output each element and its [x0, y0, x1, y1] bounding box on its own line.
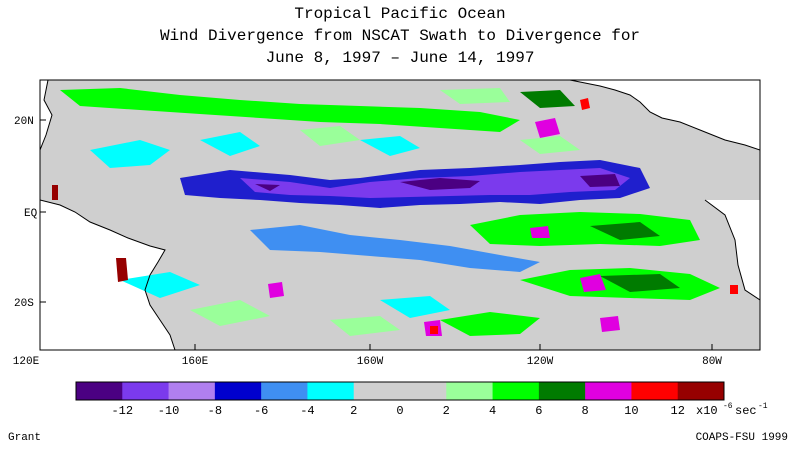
- legend-swatch-10: [538, 382, 586, 400]
- units-base: x10: [696, 404, 718, 418]
- legend-tick-label: -4: [300, 404, 314, 418]
- south-blue-band: [250, 225, 540, 272]
- south-green-band: [440, 212, 720, 336]
- legend-tick-label: 2: [350, 404, 357, 418]
- footer-author: Grant: [8, 432, 42, 444]
- lon-label-80w: 80W: [702, 356, 722, 368]
- legend-colorbar: [76, 382, 725, 400]
- light-green-patches: [190, 88, 580, 336]
- legend-tick-label: -10: [158, 404, 180, 418]
- legend-tick-label: -12: [111, 404, 133, 418]
- legend-frame: [75, 381, 725, 401]
- legend-swatch-12: [631, 382, 679, 400]
- lon-label-120e: 120E: [13, 356, 40, 368]
- legend-swatch-3: [214, 382, 262, 400]
- map-title: Tropical Pacific Ocean: [294, 5, 506, 23]
- legend-tick-label: 0: [396, 404, 403, 418]
- lat-label-20s: 20S: [14, 298, 34, 310]
- legend-swatch-2: [168, 382, 216, 400]
- legend-swatch-0: [76, 382, 123, 400]
- lat-label-20n: 20N: [14, 116, 34, 128]
- legend-swatch-4: [261, 382, 308, 400]
- plot-frame: [39, 79, 761, 351]
- date-range: June 8, 1997 – June 14, 1997: [265, 49, 535, 67]
- legend-swatch-9: [492, 382, 540, 400]
- north-green-band: [60, 88, 520, 132]
- units-exponent: -6: [723, 402, 733, 411]
- divergence-field: [40, 80, 760, 350]
- legend-tick-label: 2: [443, 404, 450, 418]
- legend-tick-label: 8: [582, 404, 589, 418]
- legend-swatch-13: [677, 382, 725, 400]
- units-sec: sec: [735, 404, 757, 418]
- lon-label-120w: 120W: [527, 356, 554, 368]
- legend-swatch-8: [446, 382, 494, 400]
- legend-swatch-5: [307, 382, 355, 400]
- cyan-patches: [90, 132, 630, 318]
- lat-label-eq: EQ: [24, 208, 38, 220]
- convergence-deep: [255, 174, 620, 191]
- legend-tick-label: -6: [254, 404, 268, 418]
- legend-tick-label: 12: [671, 404, 685, 418]
- coastline: [40, 80, 760, 350]
- legend-units: x10 -6 sec -1: [696, 402, 768, 418]
- legend-tick-label: 10: [624, 404, 638, 418]
- footer-credit: COAPS-FSU 1999: [695, 432, 788, 444]
- lon-label-160e: 160E: [182, 356, 209, 368]
- legend-tick-label: 4: [489, 404, 496, 418]
- legend-swatch-7: [400, 382, 447, 400]
- legend-swatch-1: [122, 382, 170, 400]
- dark-red-spots: [52, 185, 128, 282]
- legend-tick-label: -8: [208, 404, 222, 418]
- units-sec-exponent: -1: [758, 402, 768, 411]
- legend-tick-label: 6: [535, 404, 542, 418]
- legend-swatch-11: [585, 382, 632, 400]
- legend-swatch-6: [353, 382, 401, 400]
- axis-labels: 20N EQ 20S 120E 160E 160W 120W 80W: [13, 116, 722, 368]
- axis-ticks: [39, 119, 713, 350]
- map-subtitle: Wind Divergence from NSCAT Swath to Dive…: [159, 27, 641, 45]
- legend-tick-labels: -12 -10 -8 -6 -4 2 0 2 4 6 8 10 12: [111, 404, 684, 418]
- lon-label-160w: 160W: [357, 356, 384, 368]
